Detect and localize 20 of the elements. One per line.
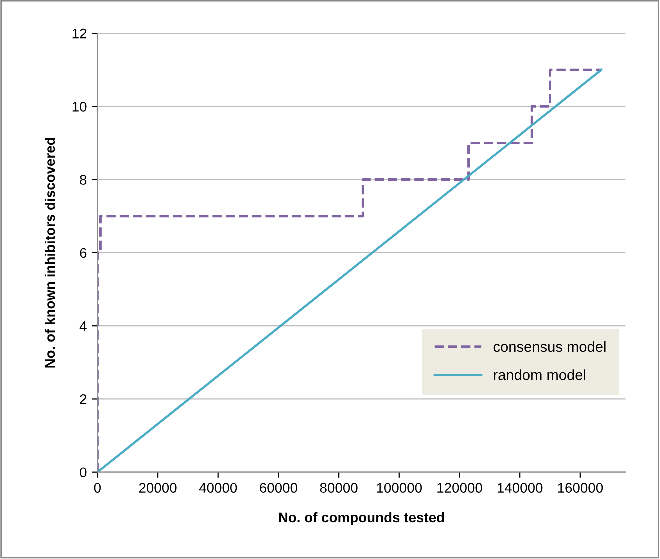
x-tick-label: 20000: [139, 483, 177, 493]
x-tick-label: 120000: [438, 483, 482, 493]
x-tick-label: 80000: [320, 483, 358, 493]
y-tick-label: 10: [72, 102, 87, 112]
y-tick-label: 12: [72, 28, 87, 39]
x-tick-label: 40000: [199, 483, 238, 493]
y-tick-label: 0: [80, 468, 87, 478]
x-tick-label: 100000: [377, 483, 422, 493]
x-tick-label: 160000: [558, 483, 604, 493]
legend-label: random model: [494, 370, 586, 380]
x-tick-label: 0: [94, 483, 101, 493]
x-tick-label: 60000: [260, 483, 298, 493]
y-tick-label: 4: [80, 322, 87, 332]
legend-label: consensus model: [494, 341, 606, 352]
y-axis-title: No. of known inhibitors discovered: [44, 138, 56, 368]
y-tick-label: 2: [80, 394, 87, 404]
x-axis-title: No. of compounds tested: [279, 512, 444, 526]
y-tick-label: 8: [80, 175, 87, 185]
x-tick-label: 140000: [498, 483, 543, 493]
y-tick-label: 6: [80, 248, 87, 258]
